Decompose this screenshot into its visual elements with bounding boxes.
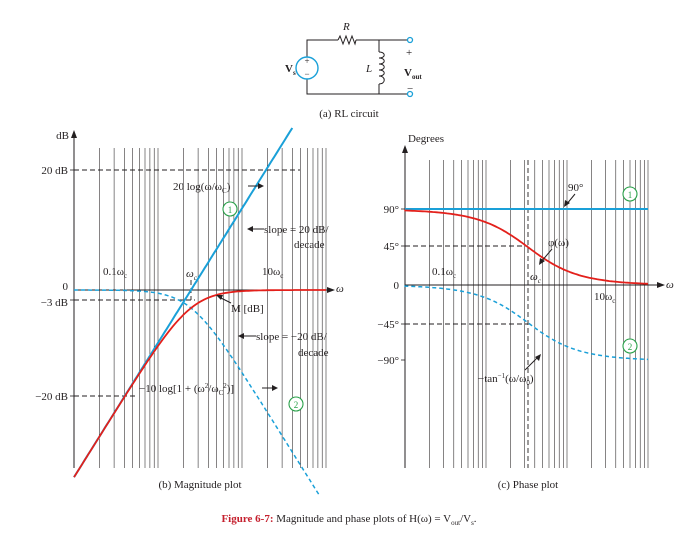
- ann-M-arrowhead-icon: [216, 295, 223, 300]
- ph-ann-phi: φ(ω): [548, 237, 569, 249]
- ph-ann-phi-arrowhead-icon: [539, 258, 545, 265]
- phase-plot: Degrees 90° 45° 0 −45° −90° ω 0.1ωc ωc 1…: [377, 133, 674, 491]
- rl-circuit: + − Vs R L + − Vout (a) RL circuit: [285, 21, 422, 120]
- mag-circle-1-icon: [222, 201, 238, 217]
- mag-xtick-01: 0.1ωc: [103, 266, 127, 280]
- ph-x-arrow-icon: [657, 282, 665, 288]
- ph-ytick-45: 45°: [384, 241, 399, 253]
- mag-xtick-10: 10ωc: [262, 266, 283, 280]
- mag-curve-M: [73, 289, 326, 478]
- inductor-symbol: [378, 51, 385, 85]
- resistor-symbol: [337, 34, 357, 46]
- ann-20log-arrowhead-icon: [258, 183, 264, 189]
- wire-left-top: [306, 39, 338, 62]
- mag-y-arrow-icon: [71, 130, 77, 138]
- ph-xlabel: ω: [666, 279, 674, 291]
- out-plus: +: [406, 47, 412, 59]
- voltage-source-icon: [295, 56, 319, 80]
- out-minus: −: [407, 83, 413, 95]
- phase-grid: [404, 160, 649, 468]
- ann-20log: 20 log(ω/ωC): [173, 181, 231, 195]
- output-terminal-bottom: [406, 90, 414, 98]
- inductor-label: L: [365, 63, 372, 75]
- out-label: Vout: [404, 67, 422, 81]
- ann-slope-up-1: slope = 20 dB/: [264, 224, 330, 236]
- ann-10log-arrowhead-icon: [272, 385, 278, 391]
- ann-slope-up-arrowhead-icon: [247, 226, 253, 232]
- mag-xlabel: ω: [336, 283, 344, 295]
- caption-b: (b) Magnitude plot: [158, 479, 241, 491]
- ph-curve-phi: [404, 209, 649, 285]
- ph-ytick-m45: −45°: [377, 319, 399, 331]
- mag-ytick-m20: −20 dB: [35, 391, 68, 403]
- ph-ann-tan-arrowhead-icon: [535, 354, 541, 361]
- ph-y-arrow-icon: [402, 145, 408, 153]
- ann-slope-dn-1: slope = −20 dB/: [256, 331, 328, 343]
- mag-circle-1-label: 1: [228, 205, 233, 215]
- ann-slope-up-2: decade: [294, 239, 325, 251]
- mag-ytick-0: 0: [63, 281, 69, 293]
- magnitude-plot: dB 20 dB 0 −3 dB −20 dB ω 0.1ωc ωc 10ωc …: [35, 127, 344, 497]
- ph-circle-2-label: 2: [628, 342, 633, 352]
- source-minus: −: [304, 69, 309, 79]
- mag-ytick-m3: −3 dB: [41, 297, 68, 309]
- source-label: Vs: [285, 63, 296, 77]
- mag-circle-2-label: 2: [294, 400, 299, 410]
- ann-slope-dn-2: decade: [298, 347, 329, 359]
- mag-x-arrow-icon: [327, 287, 335, 293]
- magnitude-grid: [73, 148, 327, 468]
- ph-ytick-m90: −90°: [377, 355, 399, 367]
- ph-circle-1-icon: [622, 186, 638, 202]
- ph-circle-2-icon: [622, 338, 638, 354]
- caption-a: (a) RL circuit: [319, 108, 378, 120]
- output-terminal-top: [406, 36, 414, 44]
- ph-ylabel: Degrees: [408, 133, 444, 145]
- ann-10log: −10 log[1 + (ω2/ωC2)]: [139, 382, 234, 397]
- ph-ann-90: 90°: [568, 182, 583, 194]
- ph-xtick-01: 0.1ωc: [432, 266, 456, 280]
- figure-caption: Figure 6-7: Magnitude and phase plots of…: [221, 513, 476, 527]
- wire-bottom: [306, 74, 410, 95]
- ph-ann-90-arrowhead-icon: [564, 200, 570, 207]
- ann-M: M [dB]: [231, 303, 264, 315]
- ph-ytick-90: 90°: [384, 204, 399, 216]
- mag-ytick-20: 20 dB: [41, 165, 68, 177]
- ph-ytick-0: 0: [394, 280, 400, 292]
- ph-ann-tan: −tan−1(ω/ω0): [478, 372, 534, 387]
- ph-xtick-1: ωc: [530, 271, 542, 285]
- resistor-label: R: [342, 21, 350, 33]
- mag-circle-2-icon: [288, 396, 304, 412]
- ph-circle-1-label: 1: [628, 190, 633, 200]
- mag-ylabel: dB: [56, 130, 69, 142]
- ph-xtick-10: 10ωc: [594, 291, 615, 305]
- ph-ann-tan-arrow: [524, 356, 539, 371]
- ann-slope-dn-arrowhead-icon: [238, 333, 244, 339]
- ph-curve-2-dashed: [404, 285, 649, 361]
- mag-xtick-1: ωc: [186, 268, 198, 282]
- caption-c: (c) Phase plot: [498, 479, 558, 491]
- mag-curve-2-dashed: [74, 289, 321, 497]
- source-plus: +: [304, 56, 309, 66]
